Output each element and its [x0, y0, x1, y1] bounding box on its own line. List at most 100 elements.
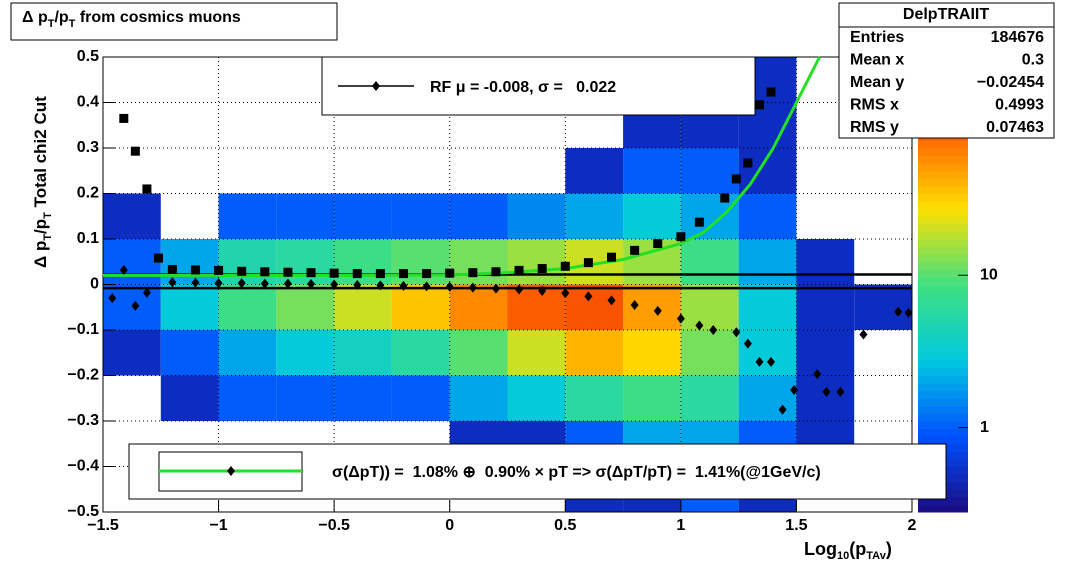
heat-cell	[738, 375, 797, 421]
heat-cell	[507, 284, 566, 330]
colorbar-segment	[918, 330, 968, 339]
colorbar-segment	[918, 292, 968, 301]
heat-cell	[565, 284, 624, 330]
colorbar-segment	[918, 178, 968, 187]
x-tick-label: 1	[676, 517, 685, 534]
heat-cell	[623, 193, 681, 239]
heat-cell	[218, 193, 277, 239]
diamond-marker	[330, 279, 339, 290]
square-marker	[537, 264, 547, 274]
colorbar-segment	[918, 390, 968, 399]
legend-marker	[227, 466, 235, 476]
stats-key: RMS x	[850, 97, 899, 114]
square-marker	[422, 269, 432, 279]
colorbar-segment	[918, 367, 968, 376]
heat-cell	[103, 284, 161, 330]
heat-cell	[449, 239, 508, 285]
square-marker	[306, 268, 316, 278]
colorbar-segment	[918, 428, 968, 437]
text-part: Total chi2 Cut	[31, 96, 50, 212]
y-tick-label: 0.3	[77, 139, 99, 156]
square-marker	[153, 253, 163, 263]
heat-cell	[218, 375, 277, 421]
stats-key: RMS y	[850, 119, 899, 136]
colorbar-segment	[918, 239, 968, 248]
diamond-marker	[894, 306, 903, 317]
x-axis-label: Log10(pTAv)	[804, 539, 892, 562]
diamond-marker	[376, 280, 385, 291]
colorbar-segment	[918, 170, 968, 179]
colorbar-segment	[918, 299, 968, 308]
colorbar-segment	[918, 496, 968, 505]
heat-cell	[680, 239, 739, 285]
square-marker	[398, 269, 408, 279]
diamond-marker	[191, 277, 200, 288]
diamond-marker	[778, 404, 787, 415]
heat-cell	[334, 375, 392, 421]
diamond-marker	[307, 279, 316, 290]
colorbar-segment	[918, 261, 968, 270]
square-marker	[560, 261, 570, 271]
x-tick-label: 0.5	[554, 517, 576, 534]
diamond-marker	[607, 295, 616, 306]
colorbar-segment	[918, 413, 968, 422]
diamond-marker	[743, 338, 752, 349]
diamond-marker	[709, 325, 718, 335]
colorbar-segment	[918, 208, 968, 217]
diamond-marker	[561, 288, 570, 299]
heat-cell	[565, 330, 624, 376]
heat-cell	[623, 375, 681, 421]
colorbar-segment	[918, 307, 968, 316]
square-marker	[514, 265, 524, 275]
square-marker	[468, 268, 478, 278]
heat-cell	[738, 284, 797, 330]
colorbar-segment	[918, 231, 968, 240]
colorbar-segment	[918, 314, 968, 323]
diamond-marker	[836, 386, 845, 397]
colorbar-segment	[918, 375, 968, 384]
heat-cell	[507, 375, 566, 421]
colorbar-segment	[918, 216, 968, 225]
heat-cell	[218, 330, 277, 376]
heat-cell	[565, 193, 624, 239]
y-tick-label: −0.1	[67, 321, 99, 338]
heat-cell	[160, 375, 219, 421]
heat-cell	[796, 284, 855, 330]
square-marker	[237, 266, 247, 276]
heat-cell	[507, 193, 566, 239]
heat-cell	[276, 239, 335, 285]
heat-cell	[507, 239, 566, 285]
square-marker	[583, 258, 593, 268]
diamond-marker	[790, 385, 799, 396]
text-part: (p	[849, 539, 866, 559]
stats-value: −0.02454	[977, 74, 1044, 91]
x-tick-label: 2	[908, 517, 917, 534]
text-part: )	[886, 539, 892, 559]
y-tick-label: 0	[90, 276, 99, 293]
heat-cell	[680, 148, 739, 194]
colorbar-segment	[918, 421, 968, 430]
diamond-marker	[108, 293, 117, 304]
stats-value: 184676	[991, 29, 1044, 46]
square-marker	[167, 264, 177, 274]
text-part: T	[42, 212, 54, 219]
diamond-marker	[399, 280, 408, 291]
square-marker	[766, 87, 776, 97]
heat-cell	[276, 330, 335, 376]
colorbar-segment	[918, 504, 968, 513]
diamond-marker	[584, 291, 593, 302]
y-tick-label: −0.2	[67, 367, 99, 384]
colorbar-label: 10	[980, 266, 998, 283]
square-marker	[190, 265, 200, 275]
square-marker	[119, 113, 129, 123]
heat-cell	[680, 284, 739, 330]
heat-cell	[854, 284, 912, 330]
square-marker	[491, 267, 501, 277]
heat-cell	[738, 330, 797, 376]
square-marker	[260, 267, 270, 277]
diamond-marker	[468, 282, 477, 293]
diamond-marker	[695, 320, 704, 331]
y-tick-label: 0.1	[77, 230, 99, 247]
heat-cell	[796, 330, 855, 376]
x-tick-label: −0.5	[318, 517, 350, 534]
